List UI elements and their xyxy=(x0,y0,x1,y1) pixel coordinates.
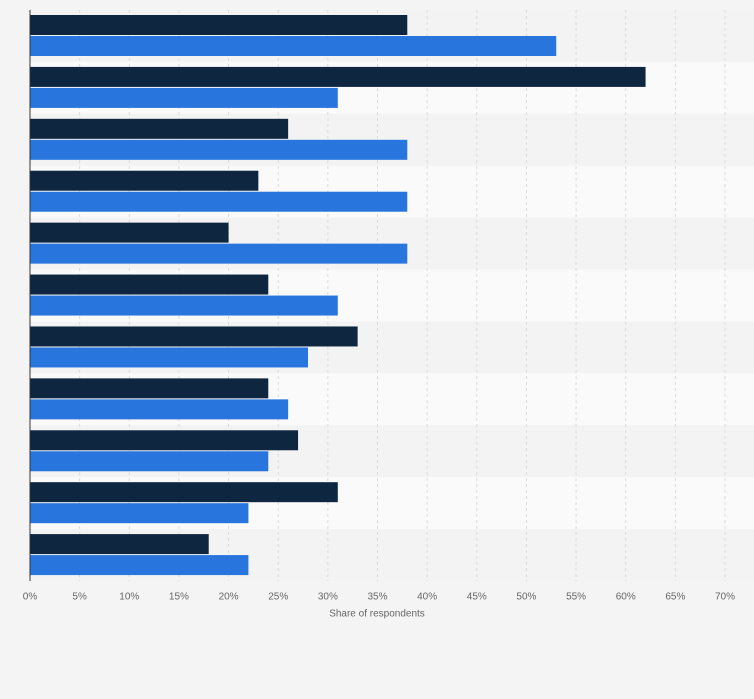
bar xyxy=(30,191,408,212)
bar xyxy=(30,482,338,503)
x-tick-label: 50% xyxy=(516,592,536,603)
x-tick-label: 25% xyxy=(268,592,288,603)
x-tick-label: 15% xyxy=(169,592,189,603)
bar xyxy=(30,87,338,108)
x-tick-label: 40% xyxy=(417,592,437,603)
x-tick-label: 5% xyxy=(72,592,87,603)
bar xyxy=(30,222,229,243)
bar xyxy=(30,15,408,35)
bar xyxy=(30,326,358,347)
bar xyxy=(30,347,308,368)
bar xyxy=(30,503,249,524)
bar xyxy=(30,430,299,451)
bar xyxy=(30,555,249,576)
bar xyxy=(30,399,289,420)
bar xyxy=(30,243,408,264)
bar xyxy=(30,36,557,56)
x-tick-label: 70% xyxy=(715,592,735,603)
bar xyxy=(30,378,269,399)
x-tick-label: 10% xyxy=(119,592,139,603)
x-tick-label: 65% xyxy=(665,592,685,603)
x-tick-label: 0% xyxy=(23,592,38,603)
bar xyxy=(30,534,209,555)
x-tick-label: 60% xyxy=(616,592,636,603)
x-axis-title: Share of respondents xyxy=(329,609,425,620)
bar xyxy=(30,66,646,87)
bar xyxy=(30,118,289,139)
x-tick-label: 20% xyxy=(219,592,239,603)
x-tick-label: 55% xyxy=(566,592,586,603)
x-tick-label: 30% xyxy=(318,592,338,603)
bar xyxy=(30,295,338,316)
bar xyxy=(30,139,408,160)
x-tick-label: 35% xyxy=(367,592,387,603)
bar xyxy=(30,274,269,295)
bar xyxy=(30,170,259,191)
x-tick-label: 45% xyxy=(467,592,487,603)
bar xyxy=(30,451,269,472)
